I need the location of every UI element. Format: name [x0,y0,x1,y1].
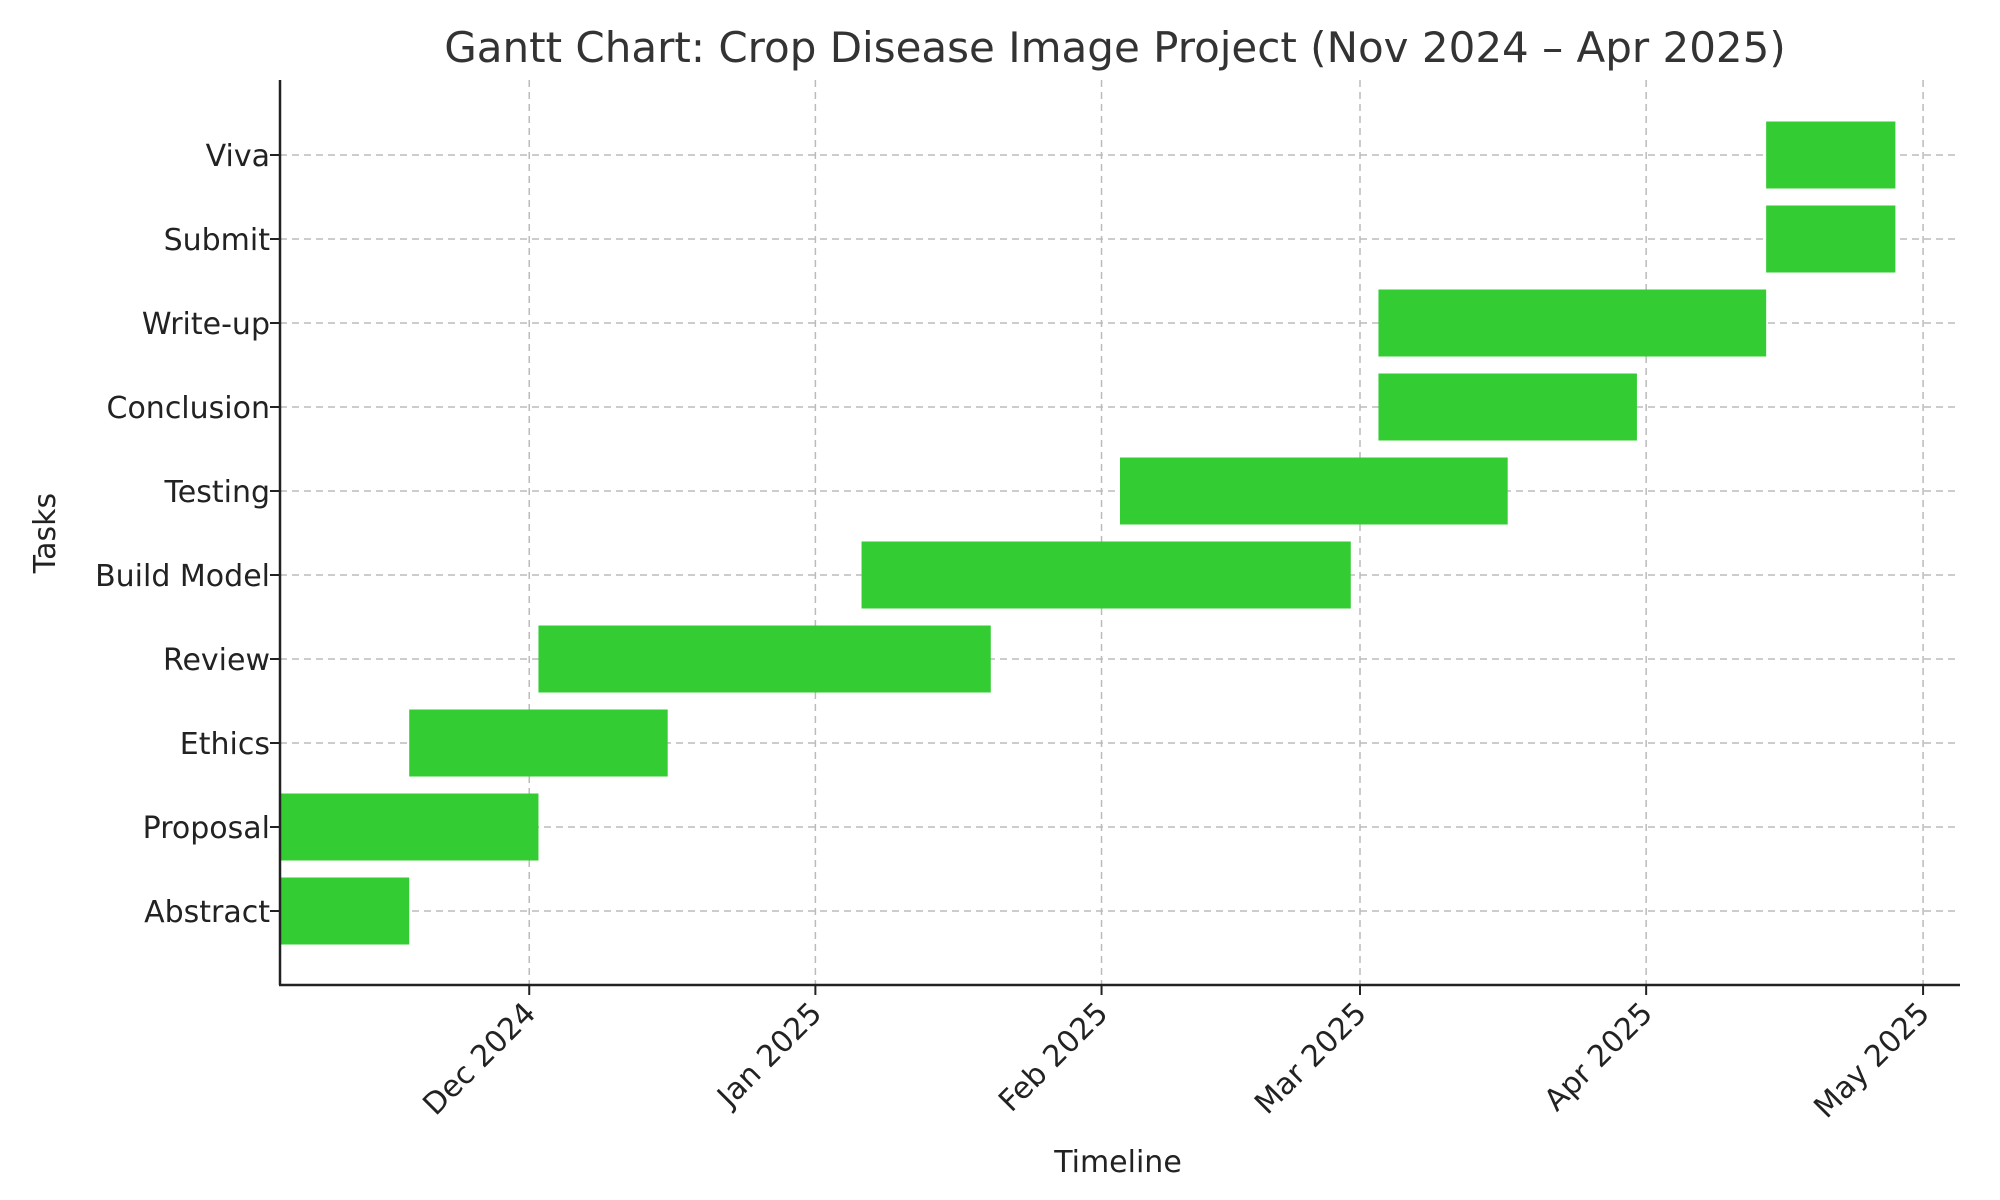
x-tick-layer: Dec 2024 Jan 2025 Feb 2025 Mar 2025 Apr 2025… [416,985,1937,1125]
task-label: Abstract [144,895,270,930]
task-bar-ethics [409,709,668,777]
task-label: Viva [206,139,270,174]
x-tick-label: Dec 2024 [416,996,543,1123]
x-tick-label: May 2025 [1807,996,1936,1125]
y-axis-label: Tasks [28,493,63,574]
task-label: Testing [164,475,270,510]
task-label: Proposal [143,811,270,846]
task-bar-submit [1766,205,1896,273]
task-bar-conclusion [1378,373,1637,441]
task-label: Write-up [142,307,270,342]
task-label: Submit [164,223,271,258]
x-tick-label: Feb 2025 [992,996,1115,1119]
task-bar-review [538,625,991,693]
task-label: Build Model [95,559,270,594]
task-label: Conclusion [107,391,271,426]
task-label: Ethics [180,727,270,762]
chart-title: Gantt Chart: Crop Disease Image Project … [444,23,1786,72]
task-bar-proposal [280,793,539,861]
bar-layer [280,121,1896,945]
task-bar-viva [1766,121,1896,189]
x-tick-label: Apr 2025 [1538,996,1660,1118]
task-bar-abstract [280,877,410,945]
task-label: Review [163,643,270,678]
x-tick-label: Mar 2025 [1248,996,1374,1122]
task-bar-build-model [861,541,1351,609]
y-tick-layer: Abstract Proposal Ethics Review Build Model T… [95,139,280,930]
task-bar-write-up [1378,289,1767,357]
x-tick-label: Jan 2025 [709,996,829,1116]
x-axis-label: Timeline [1053,1145,1182,1180]
task-bar-testing [1120,457,1508,525]
